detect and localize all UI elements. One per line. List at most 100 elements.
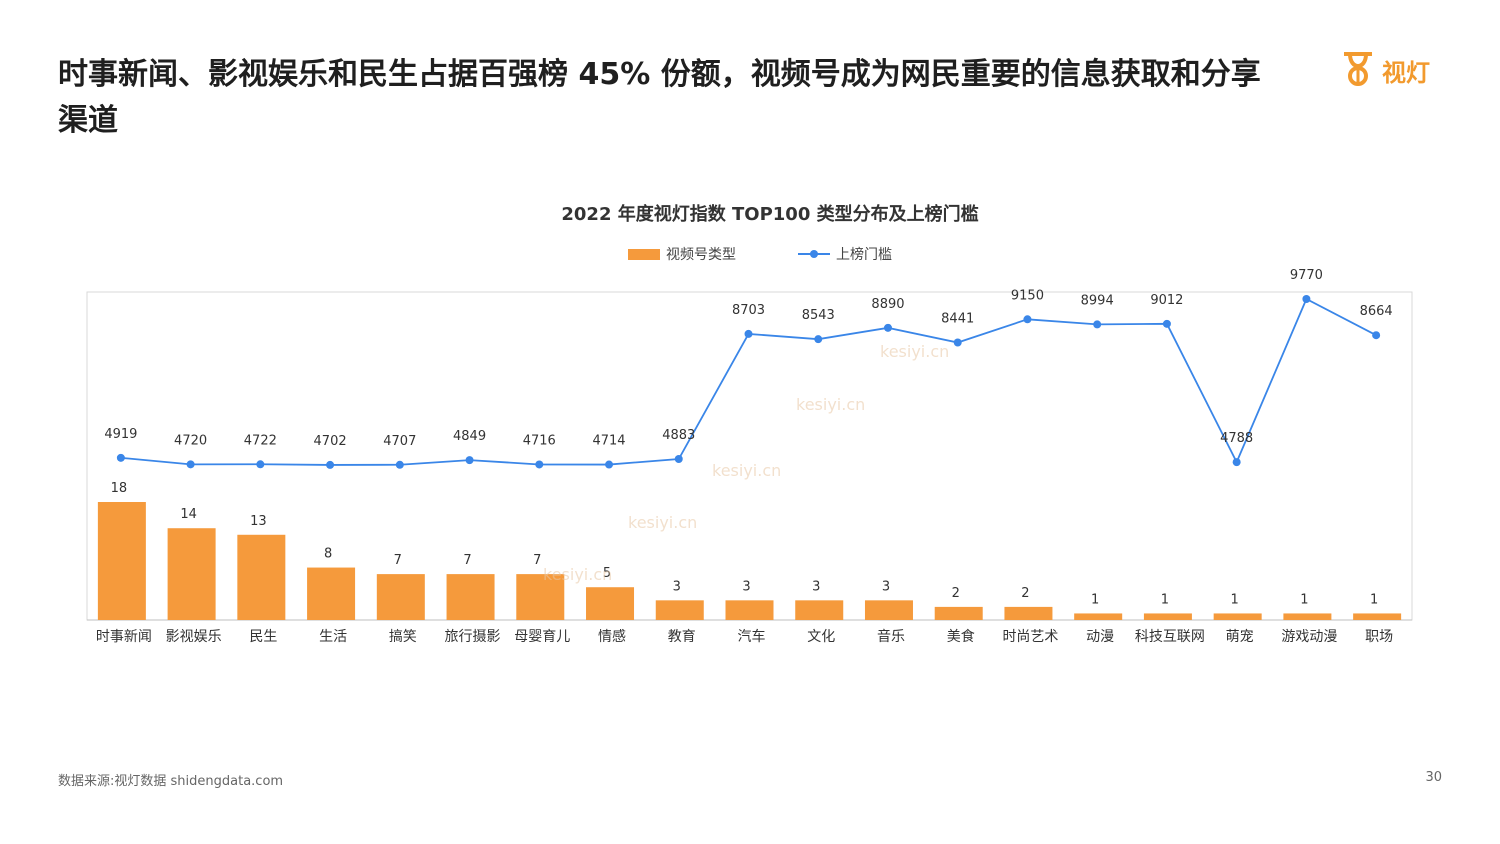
threshold-point (465, 456, 474, 465)
bar-影视娱乐 (167, 528, 216, 620)
threshold-value-label: 4707 (383, 434, 416, 449)
threshold-point (1093, 320, 1102, 329)
x-tick-label: 游戏动漫 (1281, 629, 1337, 645)
threshold-value-label: 8994 (1081, 293, 1114, 308)
threshold-point (1162, 319, 1171, 328)
x-tick-label: 搞笑 (389, 629, 417, 645)
x-tick-label: 时事新闻 (96, 629, 152, 645)
bar-value-label: 7 (533, 553, 541, 568)
bar-科技互联网 (1143, 613, 1192, 620)
bar-value-label: 3 (882, 579, 890, 594)
bar-value-label: 1 (1091, 592, 1099, 607)
threshold-value-label: 8543 (802, 308, 835, 323)
bar-旅行摄影 (446, 574, 495, 620)
threshold-point (256, 460, 265, 469)
bar-value-label: 14 (180, 507, 197, 522)
bar-汽车 (725, 600, 774, 620)
threshold-point (326, 460, 335, 469)
logo-text: 视灯 (1382, 58, 1430, 87)
bar-value-label: 18 (111, 481, 128, 496)
x-tick-label: 情感 (598, 628, 626, 645)
bar-value-label: 1 (1300, 592, 1308, 607)
bar-value-label: 3 (742, 579, 750, 594)
bar-情感 (586, 587, 635, 620)
legend-line-label: 上榜门槛 (836, 247, 892, 263)
threshold-line (120, 297, 1377, 466)
bar-教育 (655, 600, 704, 620)
x-tick-label: 汽车 (738, 628, 766, 645)
bar-value-label: 8 (324, 547, 332, 562)
bar-动漫 (1074, 613, 1123, 620)
bar-搞笑 (376, 574, 425, 620)
threshold-point (1302, 295, 1311, 303)
bar-value-label: 7 (394, 553, 402, 568)
bar-音乐 (864, 600, 913, 620)
threshold-point (883, 323, 892, 332)
threshold-point (674, 455, 683, 464)
bar-value-label: 3 (673, 579, 681, 594)
threshold-point (1232, 458, 1241, 467)
x-tick-label: 时尚艺术 (1002, 629, 1058, 645)
bar-文化 (795, 600, 844, 620)
threshold-value-label: 8664 (1360, 304, 1393, 319)
bar-游戏动漫 (1283, 613, 1332, 620)
threshold-value-label: 4722 (244, 433, 277, 448)
threshold-point (395, 460, 404, 469)
x-tick-label: 文化 (807, 629, 835, 645)
threshold-value-label: 9770 (1290, 268, 1323, 283)
x-tick-label: 母婴育儿 (514, 629, 570, 645)
threshold-value-label: 8890 (871, 297, 904, 312)
threshold-value-label: 4702 (314, 434, 347, 449)
legend-item-line: 上榜门槛 (798, 244, 892, 264)
page-number: 30 (1425, 770, 1442, 785)
bar-民生 (237, 534, 286, 620)
threshold-value-label: 4788 (1220, 431, 1253, 446)
x-tick-label: 教育 (668, 629, 696, 645)
threshold-value-label: 9012 (1150, 293, 1183, 308)
threshold-value-label: 4883 (662, 428, 695, 443)
plot-area-border (86, 291, 1413, 621)
bar-职场 (1353, 613, 1402, 620)
legend-bar-swatch (628, 248, 660, 260)
watermark-text: kesiyi.cn (712, 461, 782, 480)
threshold-value-label: 4716 (523, 433, 556, 448)
threshold-point (1023, 315, 1032, 324)
x-tick-label: 职场 (1365, 629, 1393, 645)
chart-legend: 视频号类型 上榜门槛 (628, 244, 954, 264)
watermark-text: kesiyi.cn (543, 565, 613, 584)
brand-logo: 视灯 (1340, 48, 1450, 92)
lamp-logo-icon (1340, 48, 1376, 92)
bar-value-label: 13 (250, 514, 267, 529)
chart-title: 2022 年度视灯指数 TOP100 类型分布及上榜门槛 (561, 204, 979, 225)
bar-value-label: 5 (603, 566, 611, 581)
legend-bar-label: 视频号类型 (666, 247, 736, 263)
threshold-point (814, 335, 823, 344)
page-title: 时事新闻、影视娱乐和民生占据百强榜 45% 份额，视频号成为网民重要的信息获取和… (58, 57, 1261, 138)
bar-value-label: 1 (1231, 592, 1239, 607)
threshold-value-label: 4714 (592, 434, 625, 449)
threshold-point (186, 460, 195, 469)
x-tick-label: 音乐 (877, 628, 905, 645)
bar-萌宠 (1213, 613, 1262, 620)
bar-时尚艺术 (1004, 606, 1053, 620)
x-tick-label: 旅行摄影 (445, 629, 501, 645)
bar-value-label: 2 (1021, 586, 1029, 601)
bar-value-label: 1 (1161, 592, 1169, 607)
data-source: 数据来源:视灯数据 shidengdata.com (58, 774, 284, 789)
watermark-text: kesiyi.cn (796, 395, 866, 414)
threshold-point (535, 460, 544, 469)
threshold-value-label: 8441 (941, 312, 974, 327)
x-tick-label: 影视娱乐 (166, 629, 222, 645)
threshold-value-label: 4849 (453, 429, 486, 444)
bar-value-label: 3 (812, 579, 820, 594)
threshold-value-label: 4720 (174, 433, 207, 448)
watermark-text: kesiyi.cn (880, 342, 950, 361)
x-tick-label: 萌宠 (1226, 629, 1254, 645)
bar-value-label: 2 (952, 586, 960, 601)
bar-value-label: 1 (1370, 592, 1378, 607)
x-tick-label: 科技互联网 (1135, 629, 1205, 645)
x-tick-label: 美食 (947, 628, 975, 645)
x-tick-label: 民生 (249, 629, 277, 645)
bar-生活 (307, 567, 356, 620)
